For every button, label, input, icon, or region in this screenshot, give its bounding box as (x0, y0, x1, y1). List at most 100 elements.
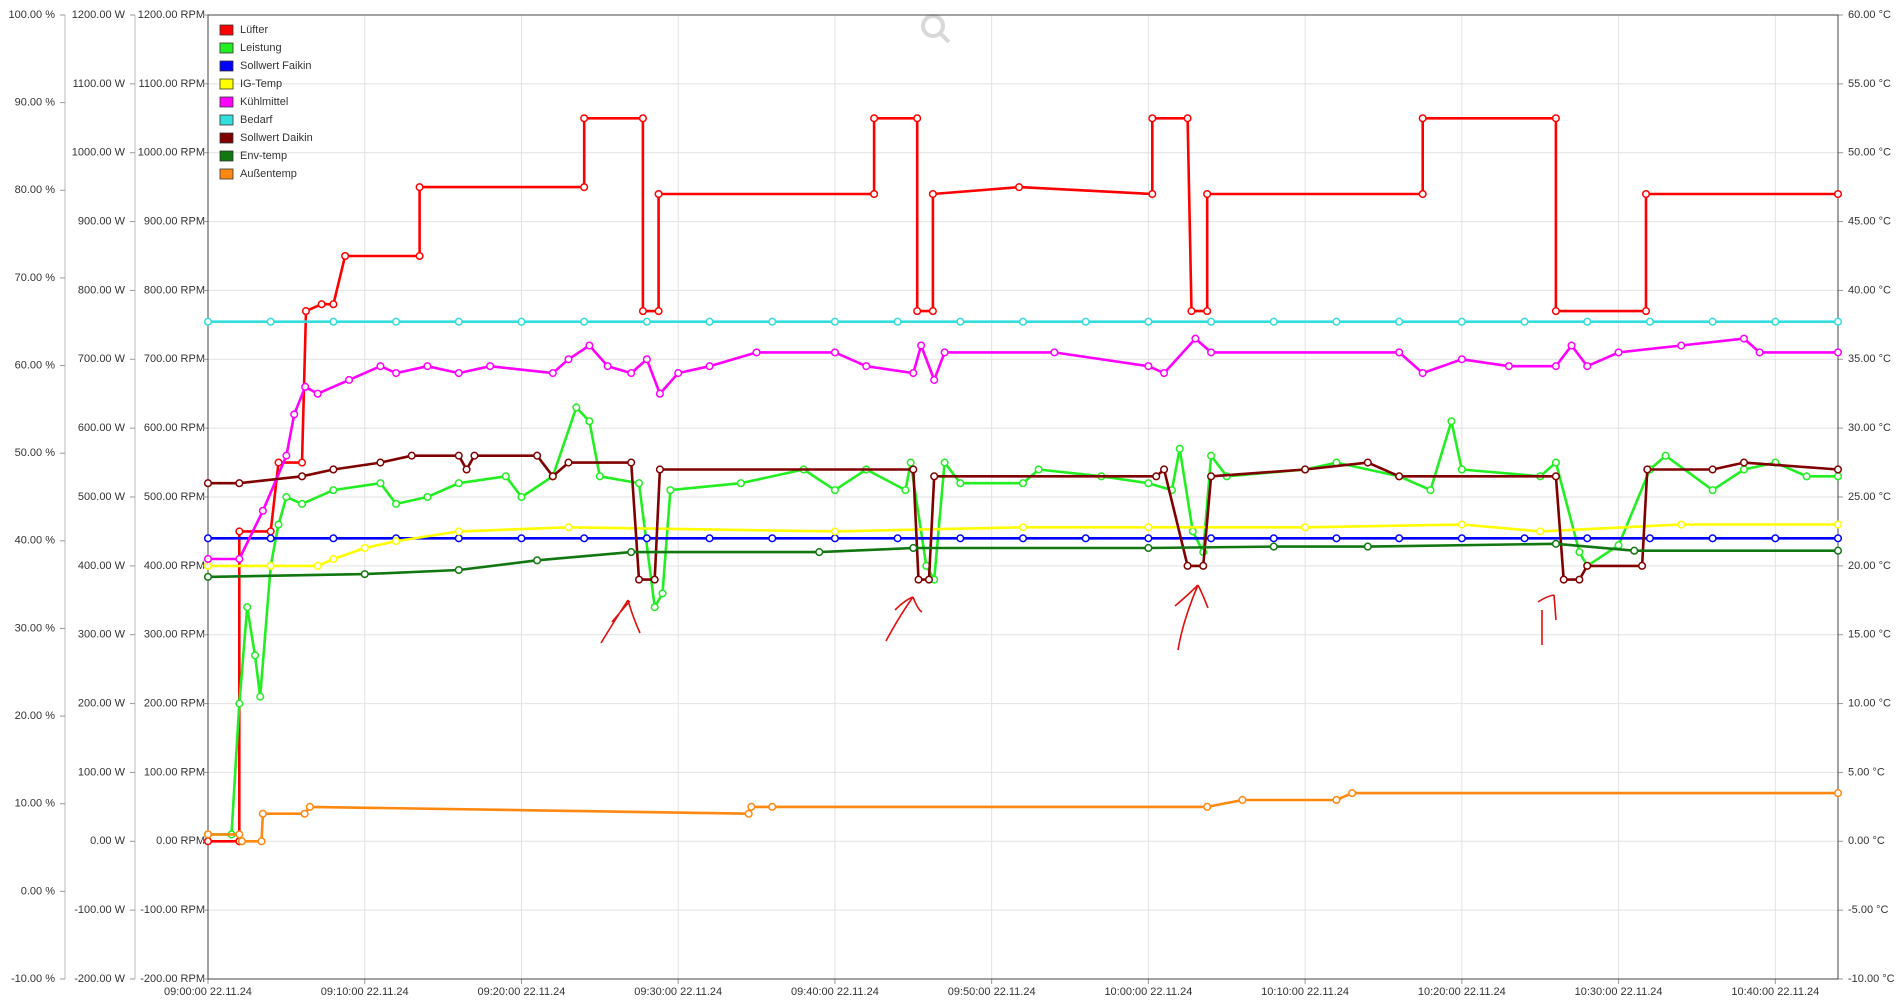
data-point (674, 369, 683, 378)
data-point (870, 114, 879, 123)
data-point (1332, 534, 1341, 543)
data-point (1018, 523, 1028, 532)
data-point (1034, 465, 1043, 474)
y-tick-label: 100.00 W (78, 766, 126, 778)
data-point (1739, 465, 1749, 474)
data-point (1551, 539, 1560, 548)
data-point (1833, 189, 1843, 199)
legend-label: Leistung (240, 42, 282, 54)
y-tick-label: 1100.00 RPM (139, 78, 205, 90)
data-point (862, 362, 871, 371)
data-point (956, 534, 965, 543)
data-point (329, 465, 338, 474)
data-point (627, 548, 636, 557)
data-point (266, 317, 275, 326)
data-point (1144, 523, 1153, 532)
data-point (1418, 114, 1427, 123)
data-point (300, 809, 309, 818)
data-point (1567, 341, 1576, 350)
data-point (517, 534, 526, 543)
data-point (203, 830, 213, 839)
y-tick-label: 700.00 RPM (144, 353, 205, 365)
data-point (1207, 534, 1216, 543)
data-point (1183, 114, 1192, 123)
y-tick-label: 50.00 % (15, 447, 56, 459)
data-point (297, 472, 307, 481)
legend-swatch (219, 42, 234, 54)
y-tick-label: 20.00 % (15, 710, 56, 722)
data-point (913, 114, 922, 123)
y-tick-label: 0.00 % (21, 885, 55, 897)
data-point (580, 317, 589, 326)
data-point (256, 692, 265, 701)
data-point (638, 114, 647, 123)
data-point (376, 362, 385, 371)
zoom-icon[interactable] (921, 14, 951, 44)
data-point (282, 451, 291, 460)
data-point (603, 362, 612, 371)
data-point (1630, 546, 1639, 555)
data-point (909, 465, 918, 474)
data-point (893, 534, 902, 543)
data-point (744, 809, 753, 818)
data-point (1583, 317, 1592, 326)
data-point (1833, 348, 1843, 357)
series (203, 534, 1843, 543)
data-point (1183, 561, 1192, 570)
data-point (1187, 307, 1196, 316)
data-point (1199, 561, 1208, 570)
data-point (415, 251, 424, 261)
data-point (533, 451, 542, 460)
data-point (1833, 465, 1843, 474)
data-point (313, 389, 322, 398)
data-point (1395, 534, 1404, 543)
data-point (736, 479, 745, 488)
data-point (1614, 348, 1623, 357)
y-tick-label: 20.00 °C (1848, 560, 1891, 572)
x-tick-label: 10:30:00 22.11.24 (1575, 986, 1663, 998)
data-point (870, 189, 879, 199)
legend-swatch (219, 132, 234, 144)
x-tick-label: 10:20:00 22.11.24 (1418, 986, 1506, 998)
data-point (329, 486, 338, 495)
y-tick-label: 30.00 °C (1848, 422, 1891, 434)
data-point (203, 479, 213, 488)
data-point (1833, 546, 1843, 555)
y-tick-label: -10.00 °C (1848, 973, 1895, 985)
data-point (705, 317, 714, 326)
y-tick-label: 5.00 °C (1848, 766, 1885, 778)
data-point (1645, 534, 1654, 543)
data-point (830, 534, 839, 543)
legend-swatch (219, 96, 234, 108)
data-point (580, 534, 589, 543)
data-point (235, 479, 244, 488)
series-line (208, 523, 1838, 568)
data-point (1755, 348, 1764, 357)
data-point (454, 565, 463, 575)
data-point (454, 534, 463, 543)
data-point (203, 837, 213, 846)
data-point (1551, 362, 1560, 371)
data-point (1739, 334, 1749, 343)
data-point (360, 543, 369, 553)
data-point (313, 561, 322, 570)
y-tick-label: 30.00 % (15, 622, 56, 634)
y-tick-label: 0.00 °C (1848, 835, 1885, 847)
data-point (1203, 189, 1212, 199)
legend-label: Lüfter (240, 24, 268, 36)
data-point (1739, 458, 1749, 467)
data-point (203, 534, 213, 543)
x-tick-label: 09:50:00 22.11.24 (948, 986, 1036, 998)
data-point (1771, 534, 1780, 543)
data-point (1802, 472, 1811, 481)
data-point (654, 189, 663, 199)
data-point (1457, 317, 1466, 326)
data-point (1018, 317, 1028, 326)
data-point (585, 341, 594, 350)
y-tick-label: 700.00 W (78, 353, 126, 365)
data-point (928, 307, 937, 316)
data-point (642, 534, 651, 543)
series (203, 403, 1843, 839)
data-point (1207, 472, 1216, 481)
data-point (1238, 795, 1247, 805)
